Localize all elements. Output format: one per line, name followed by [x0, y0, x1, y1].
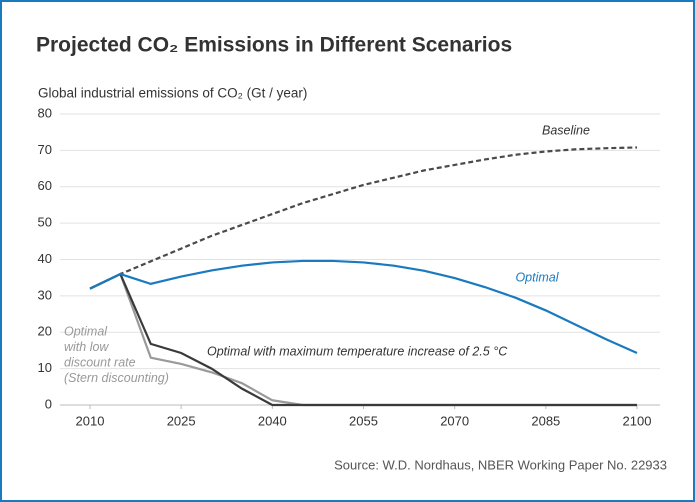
series-annotation: Optimal [515, 270, 559, 284]
x-tick-label: 2085 [531, 413, 560, 428]
x-tick-label: 2070 [440, 413, 469, 428]
y-tick-label: 0 [45, 396, 52, 411]
y-tick-label: 70 [38, 142, 52, 157]
y-axis-label: Global industrial emissions of CO₂ (Gt /… [38, 86, 307, 101]
y-tick-label: 80 [38, 105, 52, 120]
x-tick-label: 2025 [167, 413, 196, 428]
series-line [89, 272, 637, 407]
series-annotation: Optimal with maximum temperature increas… [207, 344, 508, 358]
x-tick-label: 2100 [623, 413, 652, 428]
series-annotation: discount rate [64, 355, 136, 369]
x-tick-label: 2055 [349, 413, 378, 428]
series-line [89, 259, 638, 354]
chart-title: Projected CO₂ Emissions in Different Sce… [36, 34, 512, 57]
series-annotation: with low [64, 340, 109, 354]
y-tick-label: 40 [38, 251, 52, 266]
x-tick-label: 2040 [258, 413, 287, 428]
y-tick-label: 30 [38, 287, 52, 302]
y-tick-label: 10 [38, 360, 52, 375]
series-annotation: Optimal [64, 324, 108, 338]
series-annotation: Baseline [542, 123, 590, 137]
x-tick-label: 2010 [76, 413, 105, 428]
y-tick-label: 60 [38, 178, 52, 193]
source: Source: W.D. Nordhaus, NBER Working Pape… [334, 457, 667, 472]
y-tick-label: 50 [38, 215, 52, 230]
series-annotation: (Stern discounting) [64, 371, 169, 385]
series-line [89, 146, 638, 290]
y-tick-label: 20 [38, 324, 52, 339]
